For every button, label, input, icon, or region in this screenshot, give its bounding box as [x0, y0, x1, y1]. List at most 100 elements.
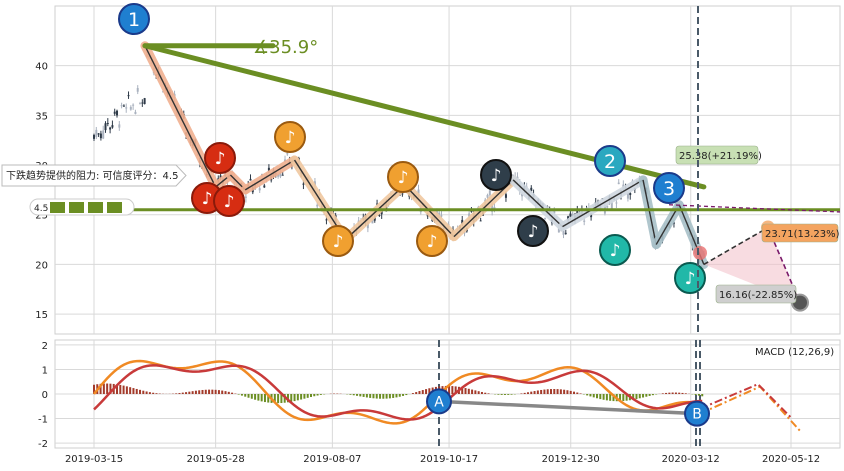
candle-body	[521, 193, 524, 197]
candle-body	[93, 134, 95, 139]
macd-bar	[240, 394, 243, 396]
macd-bar	[365, 394, 368, 398]
macd-bar	[211, 389, 214, 394]
macd-bar	[635, 394, 638, 400]
candle-body	[122, 105, 125, 107]
candle-body	[141, 102, 144, 104]
candle-body	[97, 133, 100, 135]
candle-body	[134, 111, 137, 114]
macd-bar	[316, 394, 319, 396]
macd-bar	[178, 393, 181, 394]
macd-bar	[349, 394, 352, 395]
macd-bar	[188, 391, 191, 394]
macd-bar	[665, 392, 668, 394]
macd-bar	[263, 394, 266, 403]
macd-bar	[678, 392, 681, 394]
macd-bar	[480, 391, 483, 394]
rating-icon	[50, 202, 65, 213]
candle-body	[564, 232, 567, 234]
macd-bar	[648, 394, 651, 396]
price-y-tick-label: 20	[35, 260, 48, 271]
macd-bar	[576, 392, 579, 394]
macd-bar	[503, 394, 506, 395]
macd-bar	[602, 394, 605, 400]
candle-body	[325, 219, 328, 221]
macd-bar	[185, 392, 188, 394]
macd-bar	[359, 394, 362, 397]
candle-body	[120, 105, 123, 107]
macd-bar	[471, 389, 474, 394]
candle-body	[672, 222, 675, 224]
resistance-note: 下跌趋势提供的阻力: 可信度评分：4.5	[1, 164, 187, 187]
candle-body	[99, 133, 102, 139]
macd-bar	[388, 394, 391, 399]
macd-bar	[553, 389, 556, 394]
macd-bar	[152, 392, 155, 394]
candle-body	[127, 95, 130, 97]
macd-bar	[296, 394, 299, 401]
macd-y-tick-label: -2	[38, 439, 48, 450]
macd-bar	[549, 389, 552, 394]
macd-bar	[280, 394, 283, 404]
orange-note-marker	[274, 121, 306, 153]
price-y-tick-label: 15	[35, 310, 48, 321]
macd-bar	[277, 394, 280, 404]
macd-bar	[116, 384, 119, 394]
rating-icon	[107, 202, 122, 213]
macd-bar	[398, 394, 401, 397]
macd-bar	[313, 394, 316, 397]
x-tick-label: 2019-12-30	[542, 454, 600, 465]
macd-bar	[638, 394, 641, 399]
macd-bar	[405, 394, 408, 396]
macd-bar	[254, 394, 257, 400]
macd-bar	[155, 393, 158, 394]
orange-note-marker	[387, 161, 419, 193]
macd-bar	[461, 387, 464, 394]
macd-bar	[523, 392, 526, 394]
projection-label-box	[715, 284, 797, 304]
projection-label: 16.16(-22.85%)	[719, 290, 797, 301]
macd-bar	[526, 392, 529, 394]
macd-bar	[132, 388, 135, 394]
candle-body	[590, 213, 593, 218]
candle-body	[281, 174, 284, 176]
macd-bar	[372, 394, 375, 399]
candle-body	[104, 123, 107, 131]
macd-bar	[484, 392, 487, 394]
macd-bar	[589, 394, 592, 397]
macd-bar	[135, 388, 138, 394]
macd-bar	[599, 394, 602, 400]
macd-bar	[651, 394, 654, 396]
macd-bar	[632, 394, 635, 400]
x-tick-label: 2019-03-15	[65, 454, 123, 465]
macd-bar	[385, 394, 388, 399]
macd-bar	[93, 384, 95, 394]
macd-bar	[293, 394, 296, 402]
dark-note-marker-glyph: ♪	[528, 222, 539, 242]
candle-body	[244, 196, 247, 198]
projection-label-box	[675, 145, 759, 165]
macd-bar	[543, 389, 546, 394]
candle-body	[132, 104, 135, 106]
red-note-marker-glyph: ♪	[202, 189, 213, 209]
macd-bar	[451, 386, 454, 394]
candle-body	[267, 167, 270, 171]
macd-bar	[109, 383, 112, 394]
candle-body	[470, 210, 473, 212]
candle-body	[277, 174, 280, 177]
macd-bar	[540, 389, 543, 394]
candle-body	[302, 183, 305, 185]
macd-marker-b-label: B	[692, 407, 702, 423]
macd-bar	[415, 392, 418, 394]
macd-bar	[267, 394, 270, 403]
projection-label: 25.38(+21.19%)	[679, 151, 762, 162]
candle-body	[401, 193, 404, 195]
macd-bar	[530, 391, 533, 394]
zigzag-line	[562, 179, 644, 228]
projection-label: 23.71(13.23%)	[765, 229, 840, 240]
candle-body	[486, 194, 489, 198]
macd-bar	[356, 394, 359, 396]
macd-bar	[306, 394, 309, 398]
macd-y-tick-label: -1	[38, 415, 48, 426]
